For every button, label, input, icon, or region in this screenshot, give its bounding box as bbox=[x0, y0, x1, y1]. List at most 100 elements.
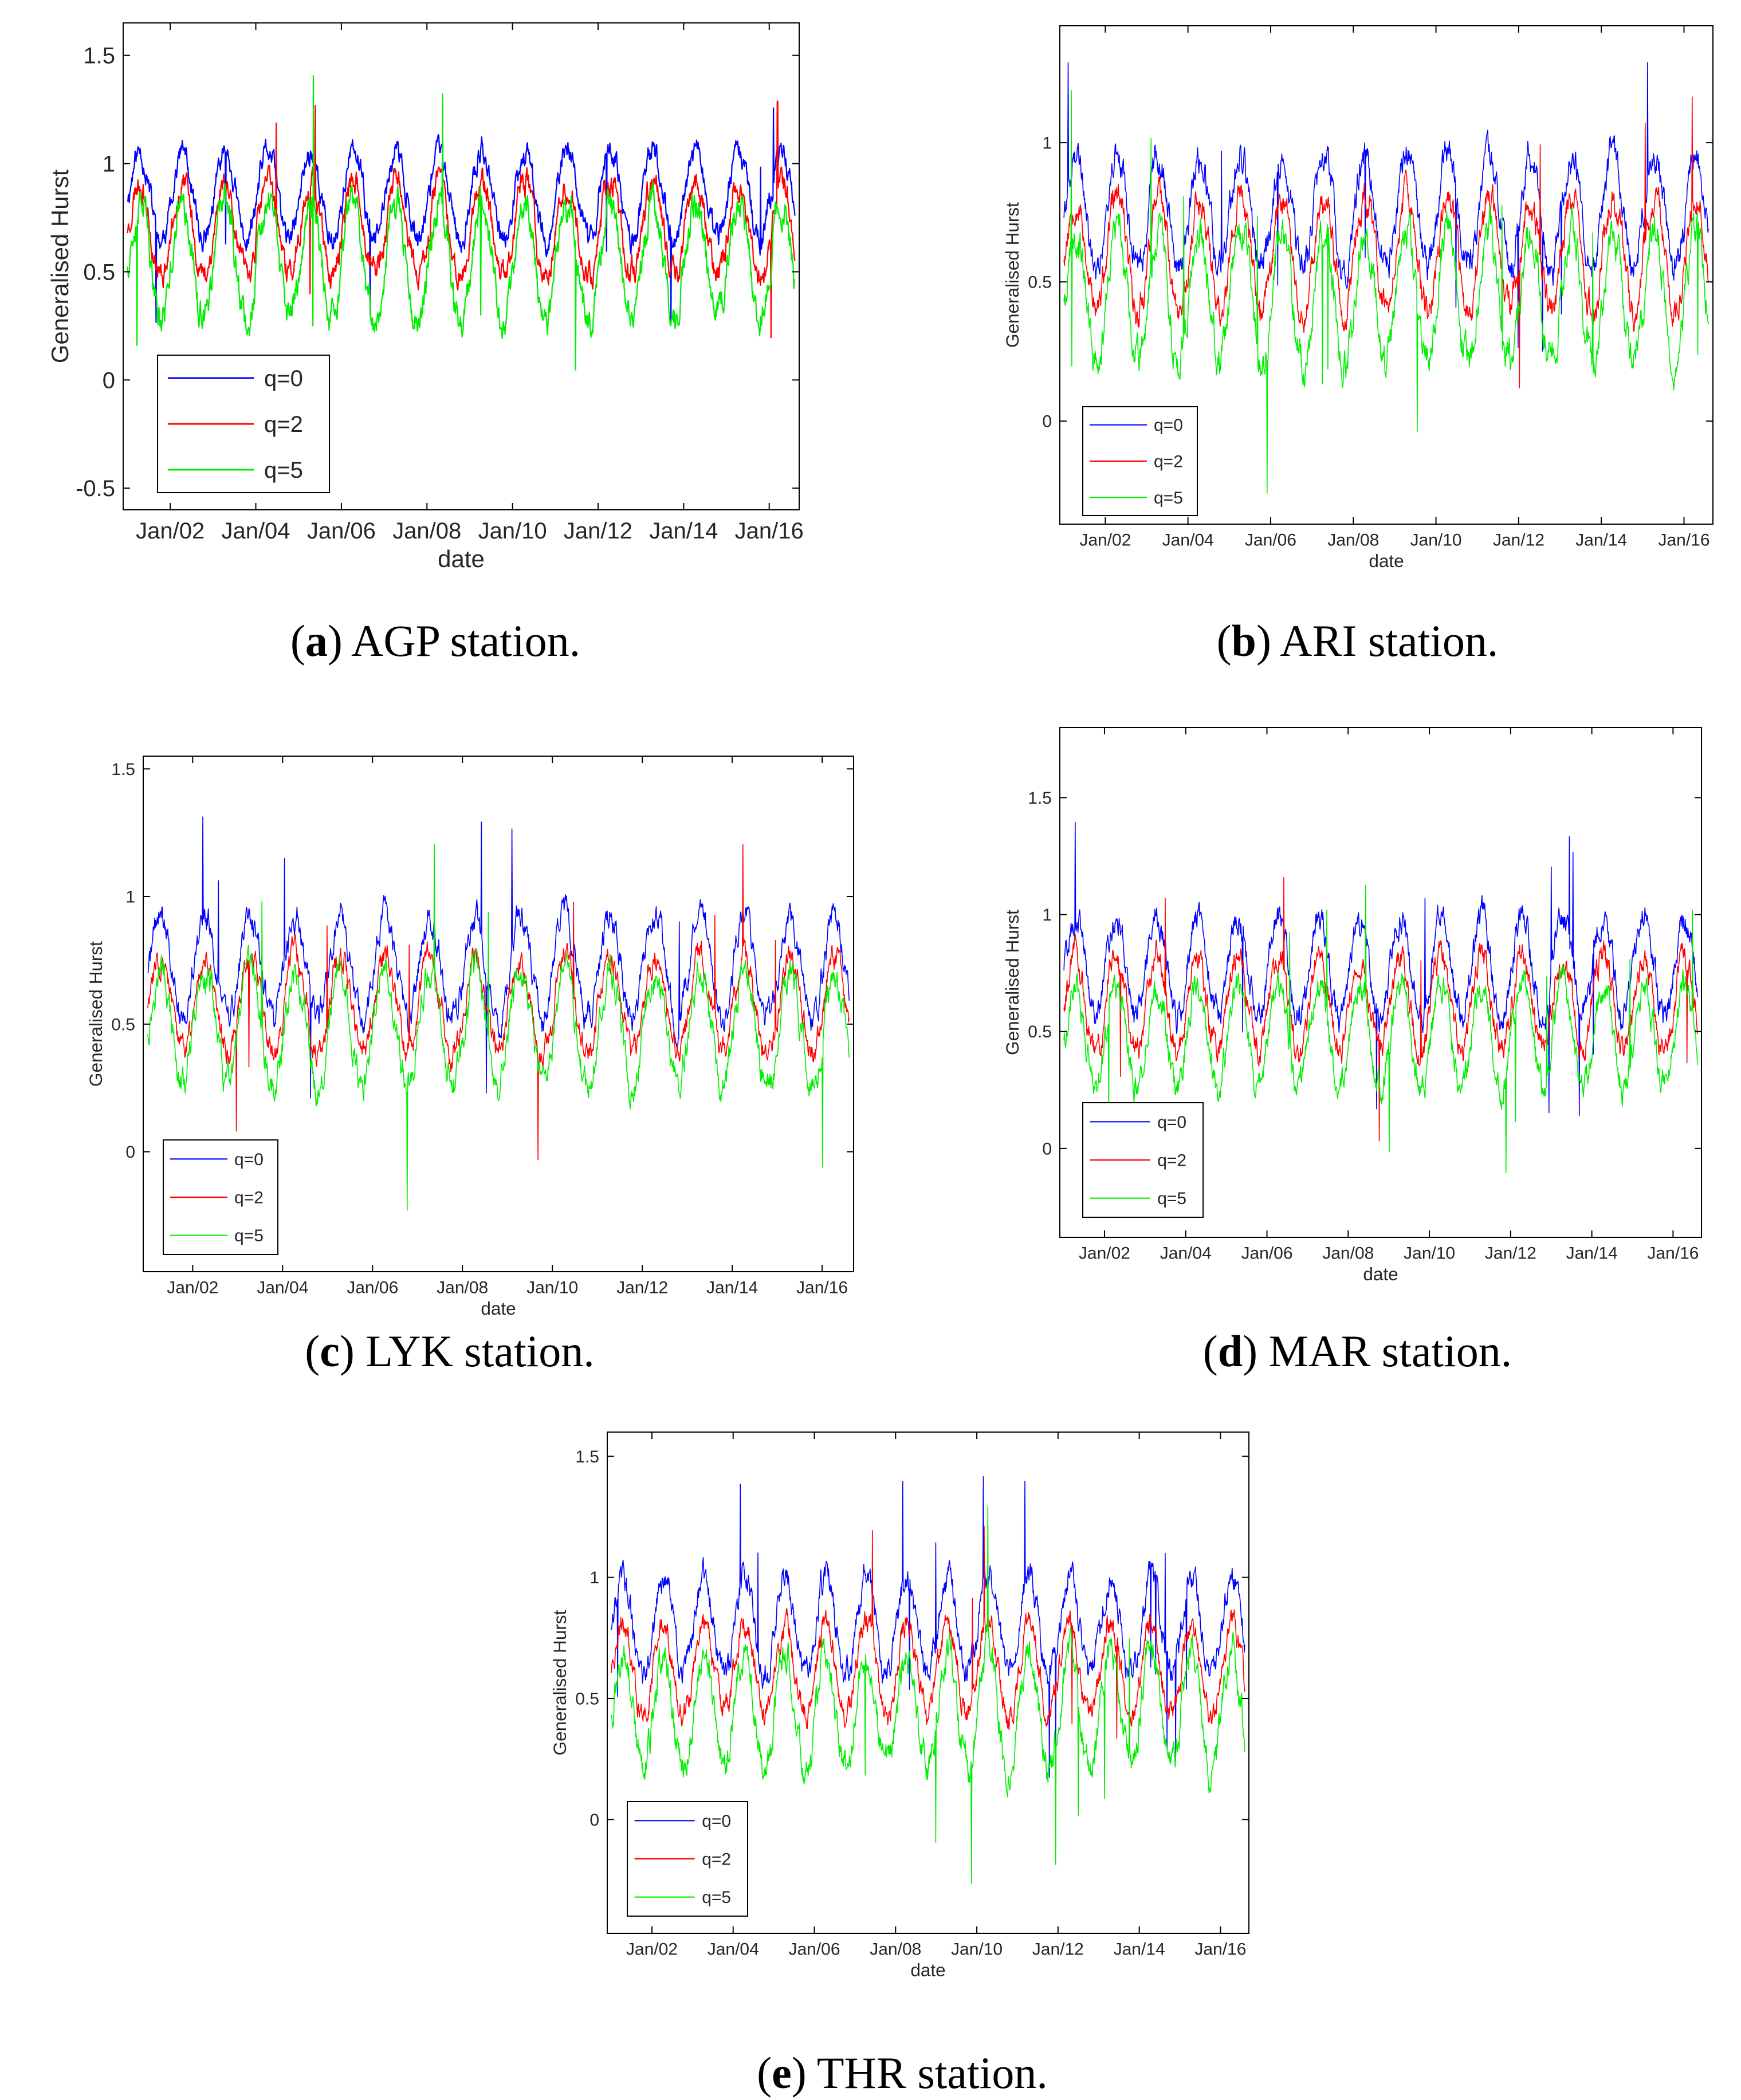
chart-a-ytick-label: 1 bbox=[103, 152, 115, 177]
chart-d-plot: 0 0.5 1 1.5 Jan/02 Jan/04 Jan/06 Jan/08 Jan/10 Ja… bbox=[1002, 727, 1702, 1284]
chart-e-ytick-label: 0 bbox=[589, 1811, 599, 1830]
chart-b-series-q=5 bbox=[1063, 90, 1709, 494]
chart-c-xtick-label: Jan/10 bbox=[526, 1279, 578, 1297]
chart-a-legend-label: q=2 bbox=[264, 412, 303, 437]
chart-e-ytick-label: 1.5 bbox=[575, 1448, 599, 1466]
chart-c-caption: (c) LYK station. bbox=[305, 1326, 595, 1376]
chart-b-xtick-label: Jan/10 bbox=[1410, 531, 1462, 550]
chart-b-xtick-label: Jan/02 bbox=[1079, 531, 1131, 550]
chart-a-series-q=0 bbox=[127, 107, 796, 325]
chart-d-ylabel: Generalised Hurst bbox=[1002, 910, 1023, 1055]
chart-d-xtick-label: Jan/02 bbox=[1079, 1244, 1130, 1263]
chart-a-ytick-label: 0 bbox=[103, 368, 115, 393]
chart-b-xtick-label: Jan/14 bbox=[1575, 531, 1627, 550]
chart-c-legend-label: q=0 bbox=[234, 1150, 264, 1169]
chart-a-xtick-label: Jan/04 bbox=[221, 518, 290, 544]
chart-b-series-q=0 bbox=[1063, 62, 1709, 352]
chart-a-ylabel: Generalised Hurst bbox=[46, 169, 73, 363]
chart-a-legend-label: q=5 bbox=[264, 458, 303, 483]
chart-c-ytick-label: 1.5 bbox=[111, 760, 135, 779]
chart-panel-c: 0 0.5 1 1.5 Jan/02 Jan/04 Jan/06 Jan/08 Jan/10 Ja… bbox=[52, 710, 854, 1386]
chart-c-series-q=2 bbox=[147, 844, 850, 1161]
chart-d-xtick-label: Jan/04 bbox=[1160, 1244, 1212, 1263]
chart-d-caption: (d) MAR station. bbox=[1202, 1326, 1512, 1376]
chart-b-xtick-label: Jan/08 bbox=[1327, 531, 1379, 550]
chart-d-ytick-label: 1 bbox=[1042, 906, 1052, 925]
chart-d-xtick-label: Jan/08 bbox=[1322, 1244, 1374, 1263]
chart-b-caption: (b) ARI station. bbox=[1216, 616, 1499, 666]
chart-panel-b: 0 0.5 1 Jan/02 Jan/04 Jan/06 Jan/08 Jan/10 Jan/1… bbox=[974, 0, 1741, 676]
chart-d-series-q=5 bbox=[1063, 884, 1698, 1174]
chart-d-xlabel: date bbox=[1363, 1264, 1398, 1284]
chart-e-series-q=5 bbox=[611, 1505, 1245, 1885]
chart-c-ytick-label: 0 bbox=[125, 1143, 135, 1162]
chart-b-xtick-label: Jan/04 bbox=[1162, 531, 1214, 550]
chart-b-axes-border bbox=[1059, 25, 1714, 525]
chart-d-xtick-label: Jan/06 bbox=[1241, 1244, 1292, 1263]
chart-c-xlabel: date bbox=[481, 1298, 516, 1319]
chart-b-ytick-label: 1 bbox=[1042, 134, 1052, 153]
chart-b-plot: 0 0.5 1 Jan/02 Jan/04 Jan/06 Jan/08 Jan/10 Jan/1… bbox=[1002, 25, 1714, 571]
chart-panel-a: -0.5 0 0.5 1 1.5 Jan/02 Jan/04 Jan/06 Jan/08 Jan/… bbox=[0, 0, 871, 676]
chart-a-ytick-label: 0.5 bbox=[83, 259, 115, 285]
chart-c-legend-label: q=5 bbox=[234, 1226, 264, 1245]
chart-e-caption: (e) THR station. bbox=[757, 2048, 1048, 2098]
chart-b-ytick-label: 0 bbox=[1042, 412, 1052, 431]
chart-d-xtick-label: Jan/12 bbox=[1485, 1244, 1536, 1263]
chart-a-plot: -0.5 0 0.5 1 1.5 Jan/02 Jan/04 Jan/06 Jan/08 Jan/… bbox=[46, 22, 804, 572]
chart-e-xtick-label: Jan/04 bbox=[708, 1940, 759, 1959]
chart-c-legend-label: q=2 bbox=[234, 1189, 264, 1208]
chart-a-xtick-label: Jan/16 bbox=[735, 518, 804, 544]
chart-c-axes-border bbox=[143, 756, 854, 1272]
chart-d-series-q=2 bbox=[1063, 876, 1698, 1142]
chart-a-xtick-label: Jan/02 bbox=[136, 518, 205, 544]
chart-e-xtick-label: Jan/02 bbox=[626, 1940, 678, 1959]
chart-c-xtick-label: Jan/16 bbox=[796, 1279, 848, 1297]
chart-d-xtick-label: Jan/16 bbox=[1647, 1244, 1699, 1263]
chart-a-xtick-label: Jan/06 bbox=[307, 518, 376, 544]
chart-d-axes-border bbox=[1059, 727, 1702, 1238]
chart-b-xlabel: date bbox=[1369, 550, 1404, 571]
chart-e-ytick-label: 0.5 bbox=[575, 1689, 599, 1708]
chart-d-xtick-label: Jan/14 bbox=[1566, 1244, 1618, 1263]
chart-e-plot: 0 0.5 1 1.5 Jan/02 Jan/04 Jan/06 Jan/08 Jan/10 Ja… bbox=[549, 1432, 1249, 1980]
chart-e-ylabel: Generalised Hurst bbox=[549, 1610, 570, 1755]
chart-a-xtick-label: Jan/12 bbox=[564, 518, 632, 544]
chart-a-xtick-label: Jan/08 bbox=[392, 518, 461, 544]
chart-a-axes-border bbox=[123, 22, 800, 510]
chart-c-xtick-label: Jan/14 bbox=[706, 1279, 758, 1297]
chart-d-xtick-label: Jan/10 bbox=[1404, 1244, 1455, 1263]
chart-e-xtick-label: Jan/06 bbox=[788, 1940, 840, 1959]
chart-e-xtick-label: Jan/10 bbox=[951, 1940, 1003, 1959]
chart-b-ylabel: Generalised Hurst bbox=[1002, 202, 1023, 348]
chart-panel-e: 0 0.5 1 1.5 Jan/02 Jan/04 Jan/06 Jan/08 Jan/10 Ja… bbox=[527, 1415, 1278, 2100]
chart-c-ytick-label: 0.5 bbox=[111, 1015, 135, 1034]
chart-e-xtick-label: Jan/12 bbox=[1032, 1940, 1084, 1959]
chart-e-legend-label: q=2 bbox=[702, 1850, 731, 1869]
chart-d-ytick-label: 1.5 bbox=[1028, 789, 1052, 808]
chart-d-legend-label: q=2 bbox=[1157, 1151, 1186, 1170]
chart-c-xtick-label: Jan/06 bbox=[347, 1279, 398, 1297]
chart-d-legend-label: q=5 bbox=[1157, 1189, 1186, 1208]
chart-d-legend-label: q=0 bbox=[1157, 1113, 1186, 1132]
chart-e-legend-label: q=0 bbox=[702, 1812, 731, 1831]
chart-a-series-q=5 bbox=[127, 74, 796, 371]
chart-a-ytick-label: 1.5 bbox=[83, 44, 115, 69]
chart-e-xtick-label: Jan/16 bbox=[1194, 1940, 1246, 1959]
chart-panel-d: 0 0.5 1 1.5 Jan/02 Jan/04 Jan/06 Jan/08 Jan/10 Ja… bbox=[974, 710, 1741, 1386]
chart-b-legend-label: q=5 bbox=[1154, 489, 1183, 508]
chart-a-xlabel: date bbox=[438, 545, 485, 572]
chart-d-ytick-label: 0.5 bbox=[1028, 1023, 1052, 1041]
chart-b-ytick-label: 0.5 bbox=[1028, 273, 1052, 292]
chart-c-series-q=0 bbox=[147, 816, 850, 1099]
chart-a-xtick-label: Jan/14 bbox=[649, 518, 718, 544]
chart-b-series-q=2 bbox=[1063, 96, 1709, 389]
chart-a-ytick-label: -0.5 bbox=[76, 476, 115, 501]
chart-e-xtick-label: Jan/14 bbox=[1114, 1940, 1165, 1959]
chart-a-legend-label: q=0 bbox=[264, 366, 303, 391]
chart-c-xtick-label: Jan/04 bbox=[257, 1279, 308, 1297]
chart-d-series-q=0 bbox=[1063, 821, 1698, 1116]
chart-b-legend-label: q=2 bbox=[1154, 453, 1183, 471]
chart-a-series-q=2 bbox=[127, 100, 796, 339]
chart-c-xtick-label: Jan/08 bbox=[437, 1279, 488, 1297]
